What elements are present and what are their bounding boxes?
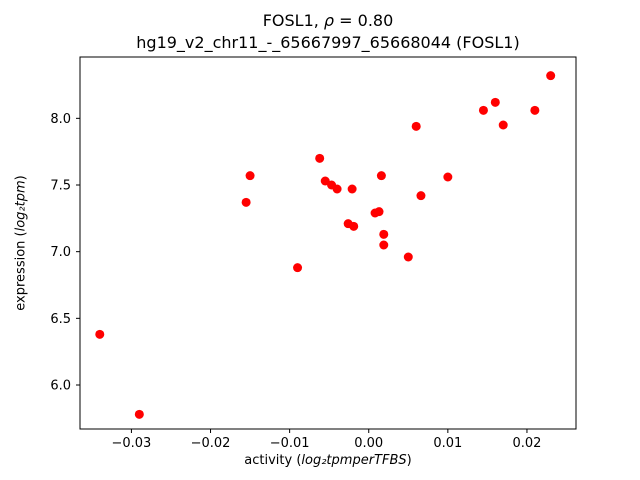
scatter-point: [245, 171, 255, 181]
scatter-point: [349, 221, 359, 231]
x-tick-label: 0.00: [354, 436, 383, 451]
y-tick-label: 8.0: [50, 112, 71, 127]
x-tick-label: −0.02: [191, 436, 231, 451]
plot-subtitle: hg19_v2_chr11_-_65667997_65668044 (FOSL1…: [136, 33, 520, 52]
plot-title-text: FOSL1,: [262, 11, 324, 30]
y-axis-label-close: ): [13, 175, 29, 181]
y-tick-label: 7.5: [50, 179, 71, 194]
x-tick-label: 0.02: [512, 436, 541, 451]
plot-title-value: = 0.80: [334, 11, 394, 30]
x-tick-label: −0.03: [111, 436, 151, 451]
scatter-point: [293, 263, 303, 273]
scatter-point: [490, 97, 500, 107]
rho-symbol: ρ: [323, 11, 335, 30]
y-axis-label-text: expression (: [13, 231, 29, 311]
y-tick-label: 6.5: [50, 312, 71, 327]
x-tick-label: 0.01: [433, 436, 462, 451]
scatter-point: [530, 105, 540, 115]
scatter-point: [241, 197, 251, 207]
y-axis-label: expression (log₂tpm): [14, 175, 29, 310]
scatter-point: [347, 184, 357, 194]
scatter-point: [376, 171, 386, 181]
x-axis-label: activity (log₂tpmperTFBS): [80, 453, 576, 468]
x-axis-label-close: ): [406, 453, 412, 468]
scatter-point: [315, 153, 325, 163]
scatter-point: [134, 409, 144, 419]
title-block: FOSL1, ρ = 0.80 hg19_v2_chr11_-_65667997…: [80, 10, 576, 54]
y-axis-label-math: log₂tpm: [13, 180, 29, 232]
x-axis-label-math: log₂tpmperTFBS: [301, 453, 407, 468]
scatter-point: [416, 191, 426, 201]
axes-frame: [79, 56, 577, 430]
y-tick-label: 7.0: [50, 245, 71, 260]
scatter-point: [332, 184, 342, 194]
scatter-point: [443, 172, 453, 182]
y-tick-label: 6.0: [50, 379, 71, 394]
scatter-point: [403, 252, 413, 262]
scatter-point: [546, 71, 556, 81]
plot-title: FOSL1, ρ = 0.80: [80, 10, 576, 32]
scatter-point: [411, 121, 421, 131]
x-axis-label-text: activity (: [244, 453, 302, 468]
scatter-point: [379, 240, 389, 250]
scatter-point: [379, 229, 389, 239]
scatter-point: [478, 105, 488, 115]
scatter-point: [95, 329, 105, 339]
scatter-point: [374, 207, 384, 217]
x-tick-label: −0.01: [270, 436, 310, 451]
scatter-point: [498, 120, 508, 130]
